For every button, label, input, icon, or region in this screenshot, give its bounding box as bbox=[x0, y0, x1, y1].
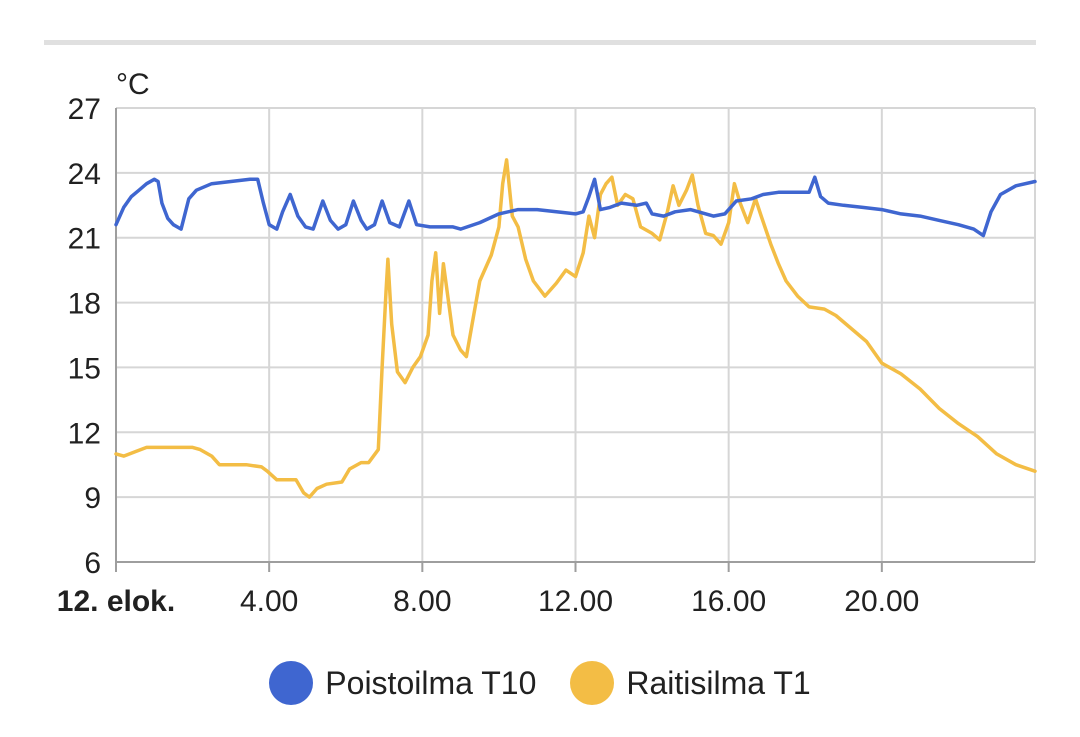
x-tick-labels: 12. elok. 4.00 8.00 12.00 16.00 20.00 bbox=[57, 585, 920, 618]
y-tick-label: 6 bbox=[84, 547, 101, 580]
line-chart: °C 6 9 12 15 18 21 24 27 12. elok. 4.00 8.00 12.00… bbox=[57, 68, 1037, 618]
y-tick-label: 27 bbox=[68, 93, 101, 126]
legend-label: Raitisilma T1 bbox=[626, 664, 811, 701]
series-line-poistoilma-t10 bbox=[114, 175, 1037, 238]
x-tick-label: 12.00 bbox=[538, 585, 613, 618]
y-tick-label: 15 bbox=[68, 352, 101, 385]
x-tick-label: 12. elok. bbox=[57, 585, 175, 618]
legend-swatch-icon bbox=[570, 661, 615, 705]
series-line-raitisilma-t1 bbox=[114, 158, 1037, 499]
legend-swatch-icon bbox=[269, 661, 314, 705]
x-tick-label: 20.00 bbox=[844, 585, 919, 618]
legend: Poistoilma T10 Raitisilma T1 bbox=[0, 655, 1080, 711]
x-tick-label: 8.00 bbox=[393, 585, 451, 618]
y-tick-label: 9 bbox=[84, 482, 101, 515]
y-unit-label: °C bbox=[116, 68, 150, 101]
legend-item[interactable]: Raitisilma T1 bbox=[570, 661, 811, 705]
top-divider bbox=[44, 40, 1036, 45]
y-tick-label: 18 bbox=[68, 288, 101, 321]
y-tick-labels: 6 9 12 15 18 21 24 27 bbox=[68, 93, 101, 580]
y-tick-label: 24 bbox=[68, 158, 101, 191]
x-tick-label: 16.00 bbox=[691, 585, 766, 618]
series-lines bbox=[114, 158, 1037, 499]
chart-axes bbox=[115, 108, 1035, 572]
legend-item[interactable]: Poistoilma T10 bbox=[269, 661, 536, 705]
y-tick-label: 21 bbox=[68, 223, 101, 256]
x-tick-label: 4.00 bbox=[240, 585, 298, 618]
y-tick-label: 12 bbox=[68, 417, 101, 450]
grid-lines bbox=[116, 107, 1036, 562]
legend-label: Poistoilma T10 bbox=[325, 664, 537, 701]
